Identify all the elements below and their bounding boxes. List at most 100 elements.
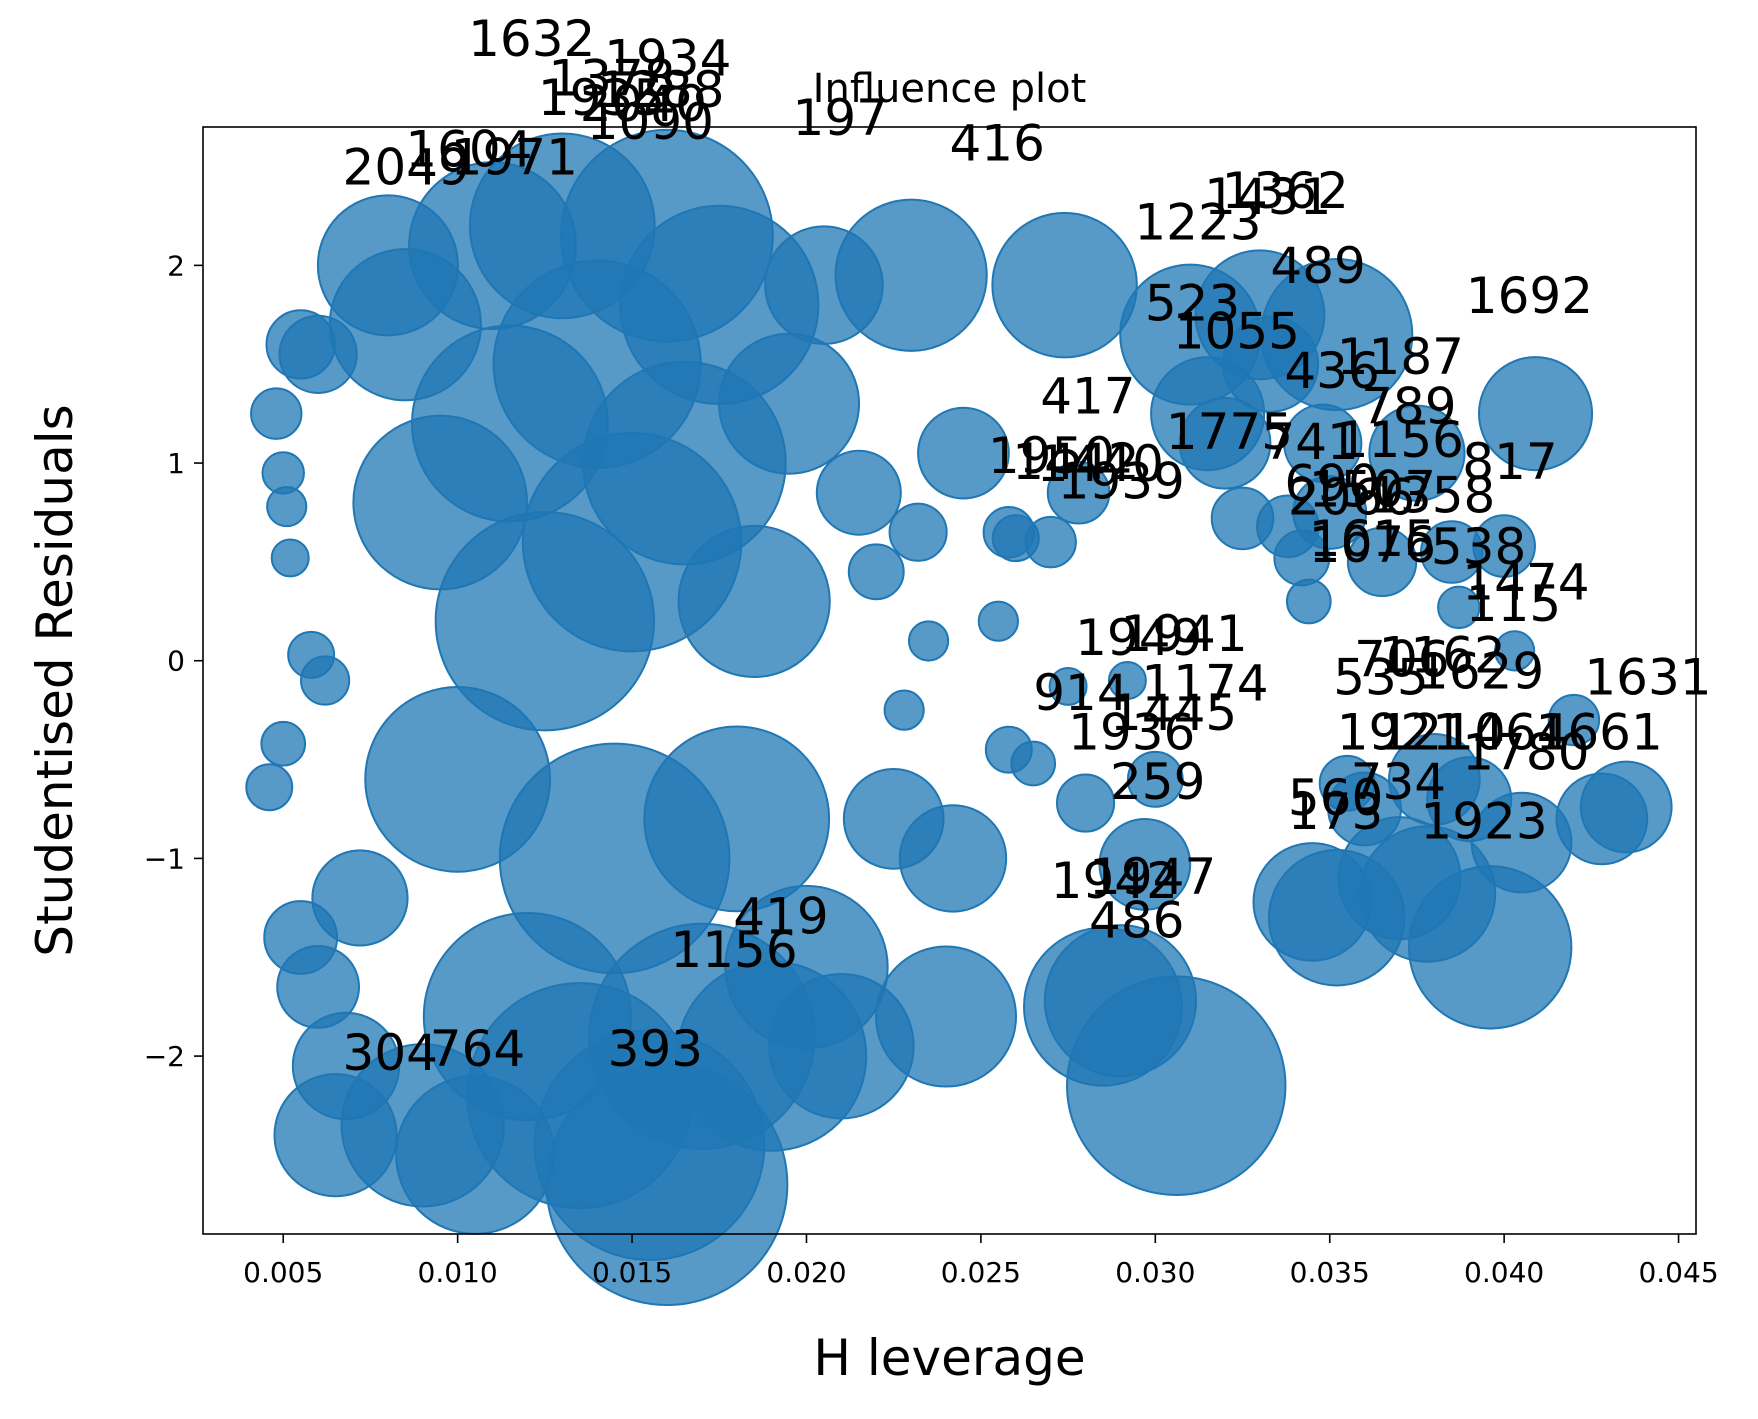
axes-frame <box>202 126 1697 1235</box>
point-index-label: 259 <box>1110 753 1205 811</box>
chart-title: Influence plot <box>813 66 1087 112</box>
point-index-label: 1440 <box>1037 435 1164 493</box>
point-index-label: 1378 <box>548 49 675 107</box>
data-point-bubble <box>260 720 307 767</box>
point-index-label: 1474 <box>1462 553 1589 611</box>
data-point-bubble <box>1178 396 1272 490</box>
point-index-label: 914 <box>1033 664 1128 722</box>
point-index-label: 1941 <box>1120 605 1247 663</box>
point-index-label: 1942 <box>1051 852 1178 910</box>
data-point-bubble <box>907 620 950 662</box>
data-point-bubble <box>898 804 1008 913</box>
data-point-bubble <box>1260 257 1414 412</box>
point-index-label: 1935 <box>538 69 665 127</box>
data-point-bubble <box>245 763 294 812</box>
point-index-label: 789 <box>1361 378 1456 436</box>
point-index-label: 1604 <box>405 121 532 179</box>
point-index-label: 1921 <box>1337 704 1464 762</box>
data-point-bubble <box>1285 578 1332 625</box>
data-point-bubble <box>270 538 310 578</box>
y-tick-label: −2 <box>144 1040 185 1073</box>
point-index-label: 1775 <box>1166 403 1293 461</box>
point-index-label: 560 <box>1288 769 1383 827</box>
point-index-label: 1464 <box>1441 704 1568 762</box>
point-index-label: 419 <box>733 888 828 946</box>
point-index-label: 416 <box>950 115 1045 173</box>
point-index-label: 436 <box>1284 342 1379 400</box>
point-index-label: 115 <box>1466 575 1561 633</box>
point-index-label: 1780 <box>1462 723 1589 781</box>
data-point-bubble <box>677 524 831 679</box>
point-index-label: 1631 <box>1584 648 1711 706</box>
point-index-label: 489 <box>1270 237 1365 295</box>
point-index-label: 1936 <box>1068 704 1195 762</box>
y-axis-ticks: −2 −1 0 1 2 <box>144 249 203 1073</box>
data-point-bubble <box>991 211 1138 359</box>
data-point-bubble <box>1547 693 1601 747</box>
point-index-label: 523 <box>1145 275 1240 333</box>
data-point-bubble <box>1046 460 1111 525</box>
point-index-label: 1162 <box>1379 627 1506 685</box>
y-tick-label: 2 <box>167 249 185 282</box>
x-tick-label: 0.010 <box>418 1256 498 1289</box>
y-axis-label: Studentised Residuals <box>26 404 84 956</box>
data-point-bubble <box>815 449 902 536</box>
point-index-label: 1692 <box>1466 267 1593 325</box>
data-point-bubble <box>1066 975 1287 1196</box>
data-point-bubble <box>883 689 925 731</box>
x-axis-label: H leverage <box>813 1329 1085 1387</box>
point-index-label: 1947 <box>1089 848 1216 906</box>
data-point-bubble <box>1048 666 1088 706</box>
point-index-label: 2049 <box>343 138 470 196</box>
point-index-label: 1661 <box>1536 704 1663 762</box>
data-point-bubble <box>643 725 831 913</box>
point-index-label: 1923 <box>1420 793 1547 851</box>
data-point-bubble <box>1437 585 1481 630</box>
point-index-label: 690 <box>1284 455 1379 513</box>
data-point-bubble <box>917 406 1010 500</box>
point-index-label: 173 <box>1288 783 1383 841</box>
x-tick-label: 0.040 <box>1464 1256 1544 1289</box>
point-index-label: 393 <box>608 1020 703 1078</box>
data-point-bubble <box>1107 661 1147 700</box>
point-index-label: 1949 <box>1075 609 1202 667</box>
point-index-label: 1615 <box>1309 510 1436 568</box>
x-axis-ticks: 0.005 0.010 0.015 0.020 0.025 0.030 0.035 0.040… <box>243 1234 1719 1289</box>
point-index-label: 1156 <box>670 921 797 979</box>
point-index-label: 1076 <box>1309 516 1436 574</box>
point-index-label: 1187 <box>1337 328 1464 386</box>
point-index-label: 1090 <box>587 93 714 151</box>
data-point-bubble <box>1494 630 1536 672</box>
data-point-bubble <box>875 945 1018 1088</box>
point-index-label: 417 <box>1040 368 1135 426</box>
point-index-label: 764 <box>430 1020 525 1078</box>
point-index-label: 1971 <box>451 128 578 186</box>
point-index-label: 1507 <box>1309 461 1436 519</box>
point-index-label: 2066 <box>1288 468 1415 526</box>
data-point-bubble <box>1292 475 1368 550</box>
x-tick-label: 0.005 <box>243 1256 323 1289</box>
x-tick-label: 0.020 <box>766 1256 846 1289</box>
data-point-bubble <box>847 543 905 601</box>
point-index-label: 1210 <box>1379 704 1506 762</box>
point-index-label: 1358 <box>1368 466 1495 524</box>
point-index-label: 741 <box>1263 413 1358 471</box>
point-index-label: 817 <box>1462 433 1557 491</box>
data-point-bubble <box>1477 356 1594 472</box>
point-index-label: 1445 <box>1110 684 1237 742</box>
data-point-bubble <box>1346 526 1418 598</box>
data-point-bubble <box>250 387 303 440</box>
point-index-label: 486 <box>1089 891 1184 949</box>
y-tick-label: 1 <box>167 447 185 480</box>
y-tick-label: 0 <box>167 645 185 678</box>
point-index-label: 1934 <box>604 30 731 88</box>
data-point-bubble <box>888 502 948 562</box>
point-index-label: 734 <box>1351 753 1446 811</box>
x-tick-label: 0.025 <box>941 1256 1021 1289</box>
bubble-layer <box>245 128 1673 1306</box>
data-point-bubble <box>300 655 351 706</box>
point-index-label: 304 <box>343 1024 438 1082</box>
point-index-label: 197 <box>793 89 888 147</box>
